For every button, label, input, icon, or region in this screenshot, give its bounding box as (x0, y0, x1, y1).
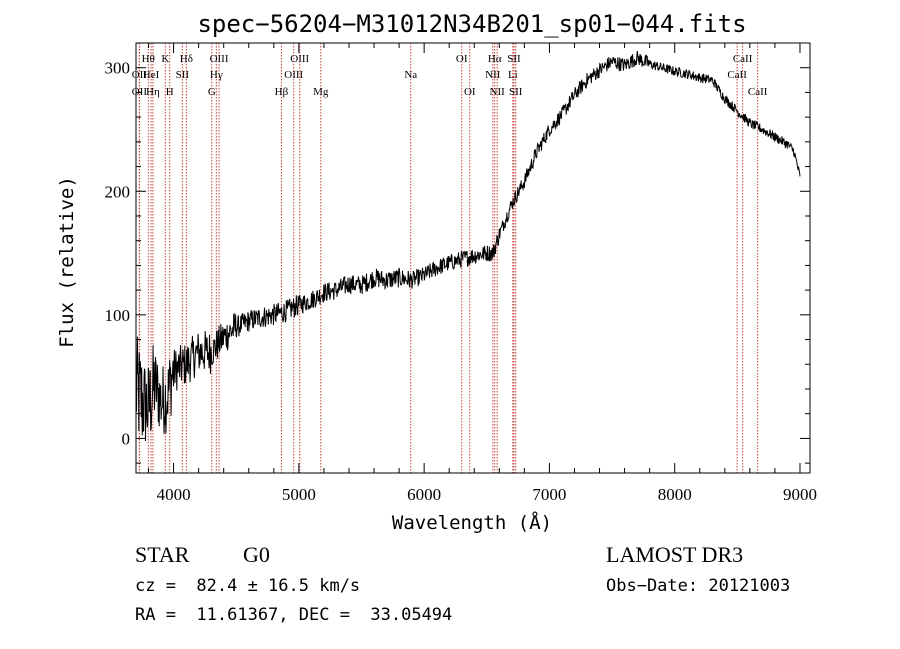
subclass: G0 (243, 542, 270, 567)
line-marker-label-5: K (161, 53, 169, 65)
line-marker-label-10: Hγ (210, 69, 223, 81)
line-marker-label-26: CaII (727, 69, 747, 81)
y-tick-label-2: 200 (105, 182, 131, 201)
obs-date: Obs−Date: 20121003 (606, 576, 790, 596)
line-marker-label-23: Li (508, 69, 518, 81)
line-marker-label-15: Mg (313, 86, 329, 98)
line-marker-label-9: OIII (210, 53, 229, 65)
y-tick-label-3: 300 (105, 59, 131, 78)
line-marker-label-19: Hα (488, 53, 502, 65)
line-marker-label-21: NII (490, 86, 506, 98)
line-marker-label-17: OI (456, 53, 468, 65)
line-marker-label-18: OI (464, 86, 476, 98)
survey-name: LAMOST DR3 (606, 542, 743, 567)
line-marker-label-11: G (208, 86, 216, 98)
line-marker-label-4: Hη (146, 86, 160, 98)
spectrum-line (135, 51, 801, 442)
y-tick-label-1: 100 (105, 306, 131, 325)
redshift-readout: cz = 82.4 ± 16.5 km/s (135, 576, 360, 596)
y-axis-label: Flux (relative) (56, 176, 78, 348)
line-marker-label-7: H (166, 86, 174, 98)
x-tick-label-5: 9000 (783, 485, 817, 504)
x-axis-ticks: 4000 5000 6000 7000 8000 9000 (148, 43, 817, 504)
line-marker-label-25: CaII (733, 53, 753, 65)
line-marker-label-12: OIII (290, 53, 309, 65)
line-marker-label-27: CaII (748, 86, 768, 98)
line-marker-label-0: Hθ (142, 53, 155, 65)
line-marker-label-13: OIII (284, 69, 303, 81)
y-axis-ticks: 0 100 200 300 (105, 42, 810, 464)
x-tick-label-3: 7000 (532, 485, 566, 504)
x-tick-label-4: 8000 (658, 485, 692, 504)
object-class: STAR (135, 542, 190, 567)
y-tick-label-0: 0 (122, 429, 131, 448)
line-marker-label-16: Na (404, 69, 417, 81)
line-marker-label-14: Hβ (275, 86, 289, 98)
line-marker-label-8: Hδ (180, 53, 193, 65)
line-marker-label-6: SII (176, 69, 190, 81)
line-marker-label-2: HeI (143, 69, 160, 81)
line-marker-label-22: SII (507, 53, 521, 65)
plot-frame (135, 42, 811, 474)
x-tick-label-2: 6000 (407, 485, 441, 504)
coordinates: RA = 11.61367, DEC = 33.05494 (135, 605, 452, 625)
line-marker-label-20: NII (485, 69, 501, 81)
x-axis-label: Wavelength (Å) (392, 511, 552, 534)
chart-title: spec−56204−M31012N34B201_sp01−044.fits (197, 10, 746, 38)
x-tick-label-1: 5000 (282, 485, 316, 504)
x-tick-label-0: 4000 (157, 485, 191, 504)
line-marker-label-24: SII (509, 86, 523, 98)
